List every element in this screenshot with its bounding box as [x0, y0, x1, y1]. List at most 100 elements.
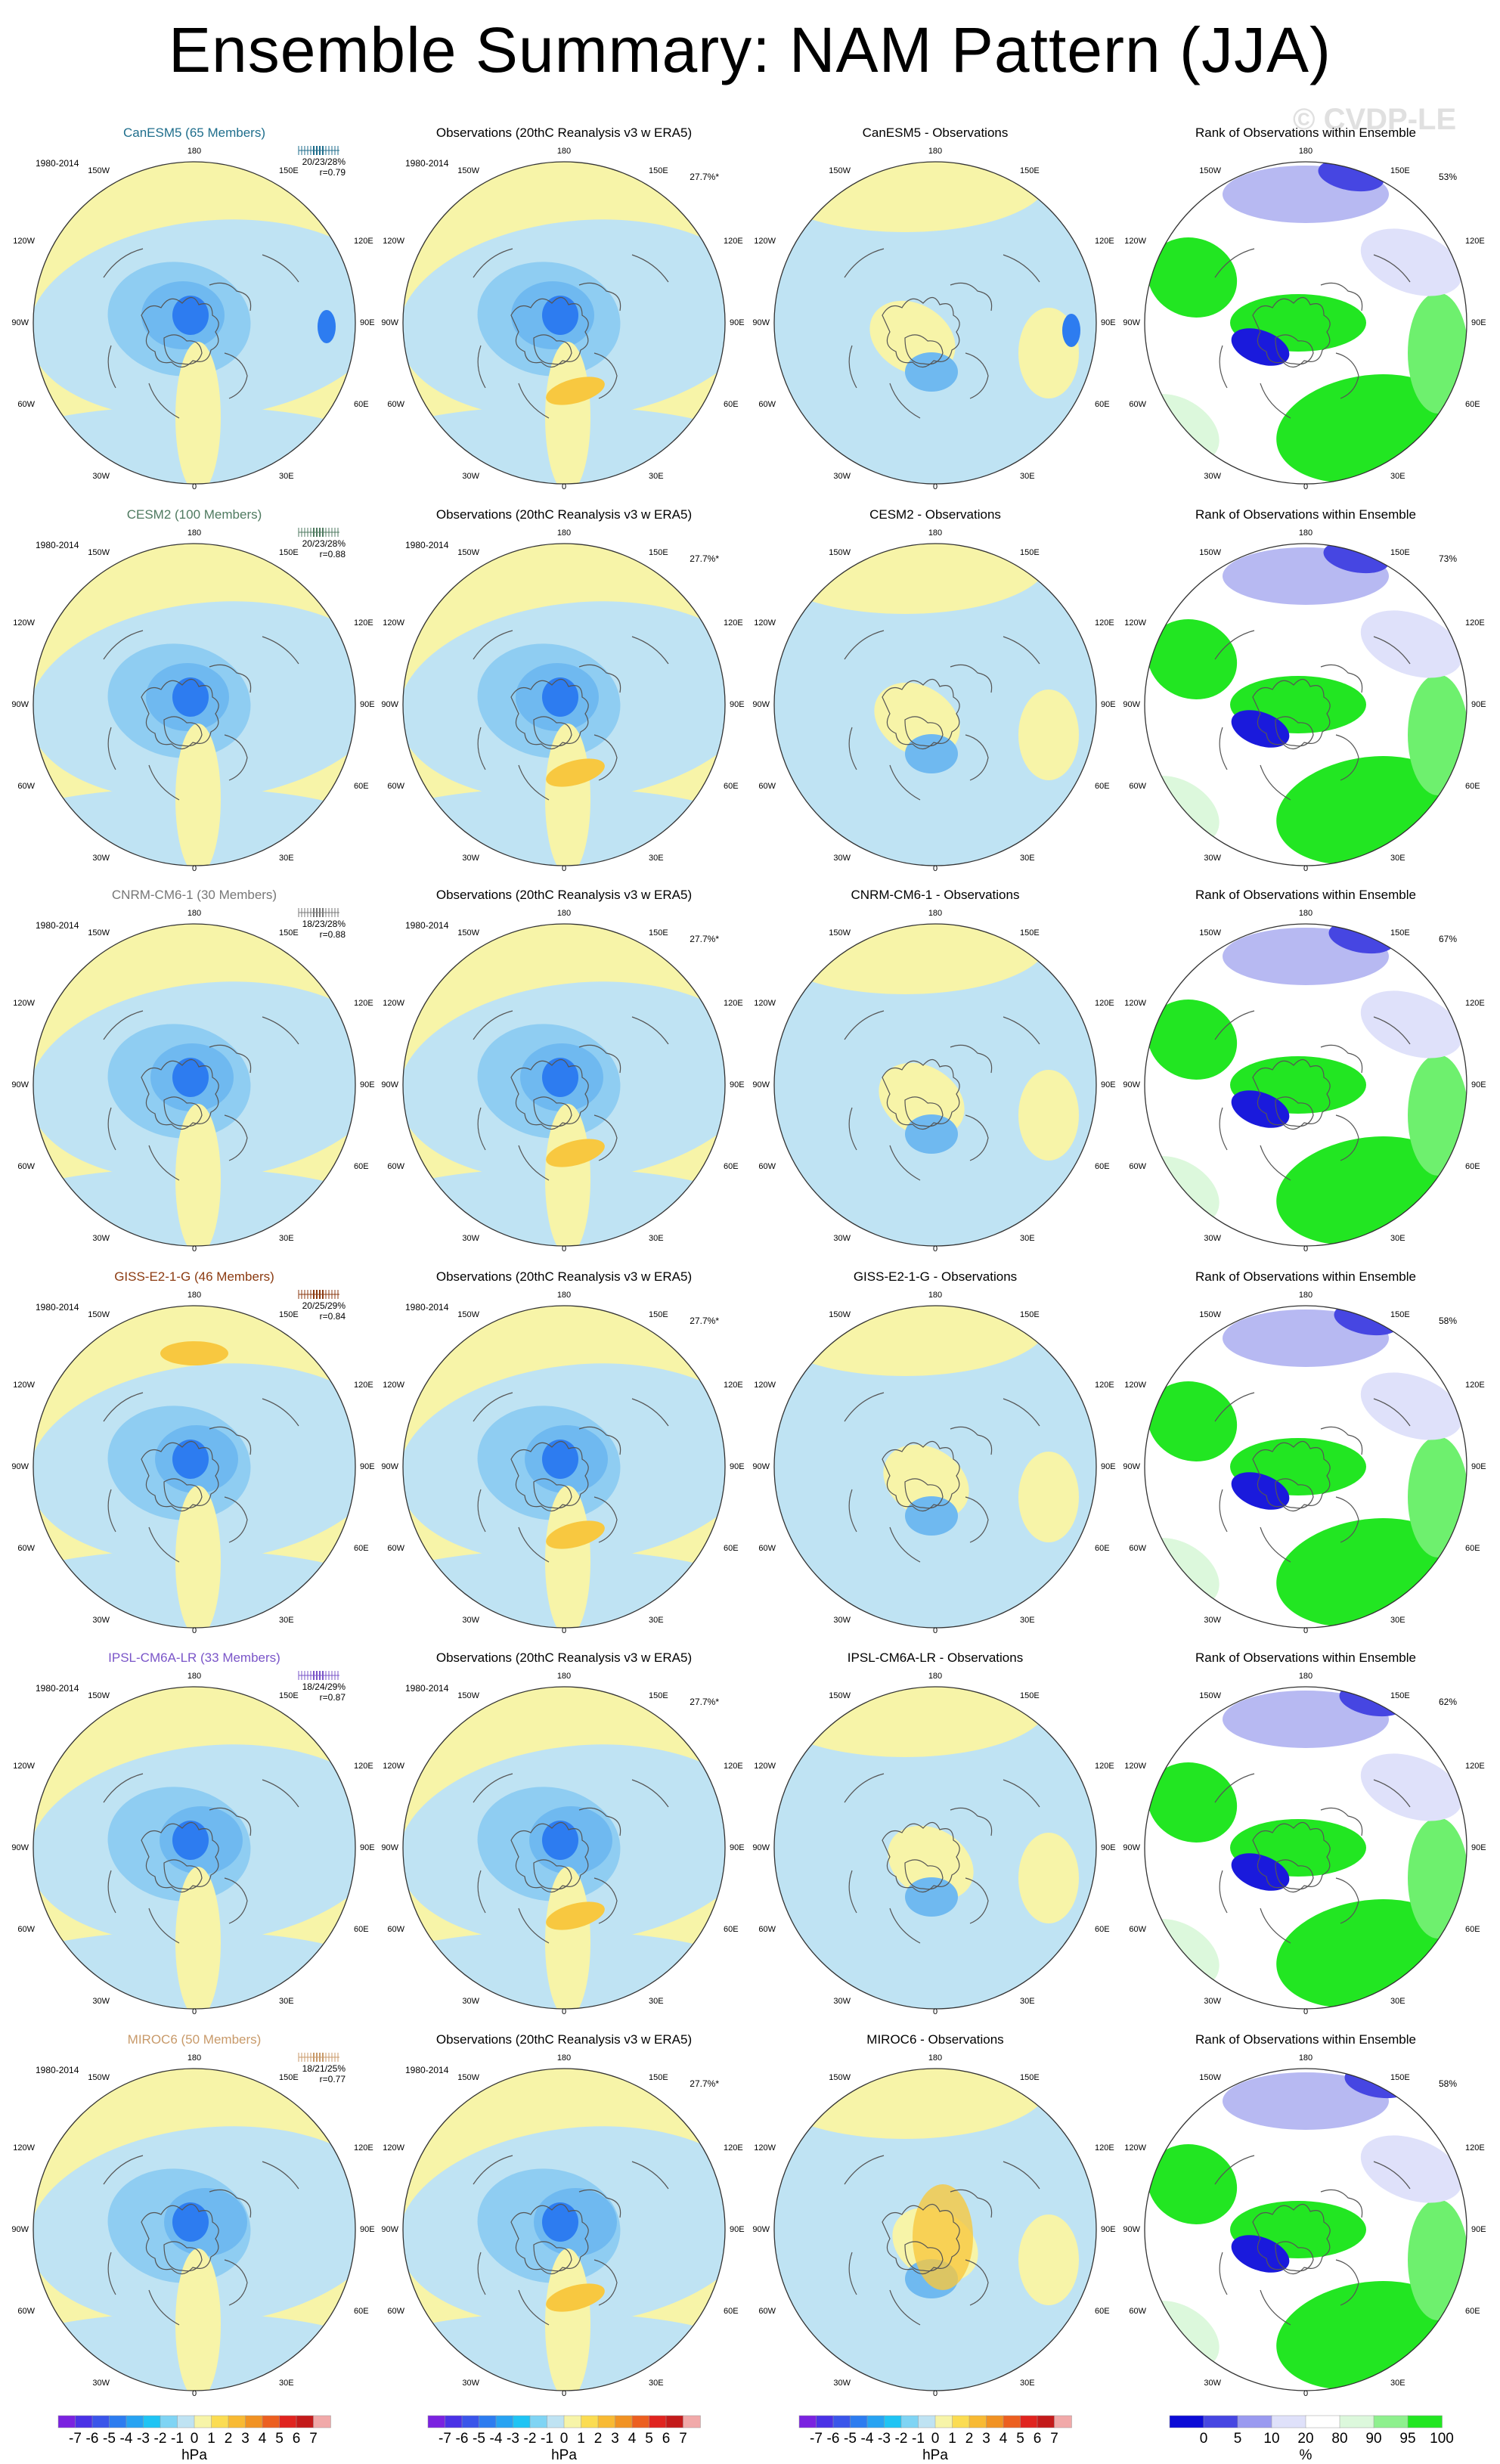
longitude-label: 120E — [724, 1762, 743, 1771]
longitude-label: 30E — [1020, 472, 1035, 481]
coastline — [1252, 678, 1331, 750]
longitude-label: 0 — [1303, 1244, 1309, 1254]
positive-anomaly — [545, 724, 590, 866]
positive-anomaly — [175, 2249, 221, 2391]
longitude-label: 150E — [279, 166, 299, 175]
colorbar-segment — [884, 2415, 902, 2428]
map-border — [402, 2068, 726, 2391]
map-field — [33, 2069, 355, 2391]
map-border — [773, 1305, 1097, 1629]
coastline — [163, 1478, 203, 1509]
coastline — [533, 2241, 572, 2272]
longitude-label: 0 — [561, 482, 567, 491]
longitude-label: 30W — [833, 2379, 851, 2388]
negative-anomaly — [172, 1821, 209, 1860]
variance-stats: 18/23/28% — [302, 919, 346, 929]
longitude-label: 180 — [556, 909, 572, 918]
longitude-label: 60W — [1129, 1925, 1146, 1934]
longitude-label: 30W — [462, 2379, 479, 2388]
longitude-label: 150W — [88, 166, 110, 175]
map-field — [403, 162, 725, 484]
longitude-label: 120W — [754, 1762, 776, 1771]
longitude-label: 180 — [187, 1291, 202, 1300]
coastline — [904, 334, 944, 365]
longitude-label: 90E — [360, 700, 375, 709]
obs-variance: 27.7%* — [690, 2078, 719, 2089]
longitude-label: 120W — [383, 1762, 404, 1771]
coastline — [904, 1096, 944, 1127]
longitude-label: 30E — [1390, 472, 1405, 481]
colorbar-segment — [109, 2415, 127, 2428]
map-field — [774, 2069, 1096, 2391]
map-border — [1144, 923, 1467, 1247]
period-label: 1980-2014 — [36, 1683, 79, 1694]
longitude-label: 60W — [1129, 400, 1146, 409]
coastline — [1275, 1096, 1314, 1127]
positive-anomaly — [1018, 690, 1079, 780]
coastline — [473, 1392, 669, 1563]
map-field — [774, 924, 1096, 1246]
coastline — [163, 716, 203, 747]
longitude-label: 150W — [457, 166, 479, 175]
longitude-label: 90E — [730, 2225, 745, 2234]
obs-map — [402, 2068, 726, 2391]
longitude-label: 90E — [360, 318, 375, 327]
pattern-correlation: r=0.88 — [319, 929, 346, 940]
coastline — [141, 1821, 219, 1893]
ensemble-spread-whisker — [298, 2053, 339, 2062]
longitude-label: 120W — [1124, 1381, 1146, 1390]
coastline — [103, 630, 299, 801]
diff-panel-title: CanESM5 - Observations — [862, 126, 1009, 140]
longitude-label: 0 — [561, 2389, 567, 2398]
longitude-label: 30W — [92, 472, 110, 481]
longitude-label: 120E — [724, 618, 743, 628]
longitude-label: 60E — [1465, 2307, 1480, 2316]
longitude-label: 60E — [354, 1544, 369, 1553]
longitude-label: 30E — [279, 1234, 294, 1243]
longitude-label: 120W — [754, 237, 776, 246]
coastline — [882, 296, 960, 368]
positive-anomaly — [774, 1687, 1049, 1757]
longitude-label: 150W — [88, 1691, 110, 1700]
colorbar-segment — [177, 2415, 195, 2428]
pattern-correlation: r=0.84 — [319, 1311, 346, 1322]
longitude-label: 180 — [1298, 147, 1313, 156]
longitude-label: 0 — [191, 864, 197, 873]
coastline — [1214, 1392, 1411, 1563]
colorbar-segment — [1407, 2415, 1443, 2428]
map-field — [1145, 924, 1467, 1246]
longitude-label: 120E — [1095, 2143, 1114, 2153]
longitude-label: 120E — [354, 2143, 373, 2153]
longitude-label: 150W — [457, 2073, 479, 2082]
longitude-label: 30E — [649, 1234, 664, 1243]
coastline — [533, 334, 572, 365]
longitude-label: 150W — [88, 2073, 110, 2082]
longitude-label: 120E — [1465, 999, 1485, 1008]
colorbar-segment — [918, 2415, 936, 2428]
longitude-label: 180 — [556, 1672, 572, 1681]
longitude-label: 30E — [649, 1616, 664, 1625]
coastline — [904, 1478, 944, 1509]
coastline — [844, 248, 1040, 419]
longitude-label: 90E — [730, 1080, 745, 1089]
longitude-label: 90E — [360, 1462, 375, 1471]
obs-panel-title: Observations (20thC Reanalysis v3 w ERA5… — [435, 507, 693, 522]
coastline — [510, 678, 589, 750]
rank-patch-mid — [1360, 2135, 1463, 2203]
rank-patch-high — [1408, 1055, 1467, 1176]
longitude-label: 0 — [1303, 1626, 1309, 1635]
negative-anomaly — [905, 1877, 958, 1917]
page-title: Ensemble Summary: NAM Pattern (JJA) — [168, 14, 1332, 85]
longitude-label: 180 — [928, 147, 943, 156]
longitude-label: 60W — [758, 1544, 776, 1553]
longitude-label: 90E — [1471, 1080, 1486, 1089]
longitude-label: 60W — [1129, 2307, 1146, 2316]
positive-anomaly — [546, 2283, 605, 2312]
longitude-label: 120E — [1465, 618, 1485, 628]
longitude-label: 90E — [730, 1462, 745, 1471]
map-field — [1145, 1306, 1467, 1628]
coastline — [473, 2155, 669, 2326]
model-panel-title: MIROC6 (50 Members) — [127, 2032, 262, 2047]
period-label: 1980-2014 — [405, 2065, 449, 2075]
longitude-label: 90W — [381, 318, 398, 327]
